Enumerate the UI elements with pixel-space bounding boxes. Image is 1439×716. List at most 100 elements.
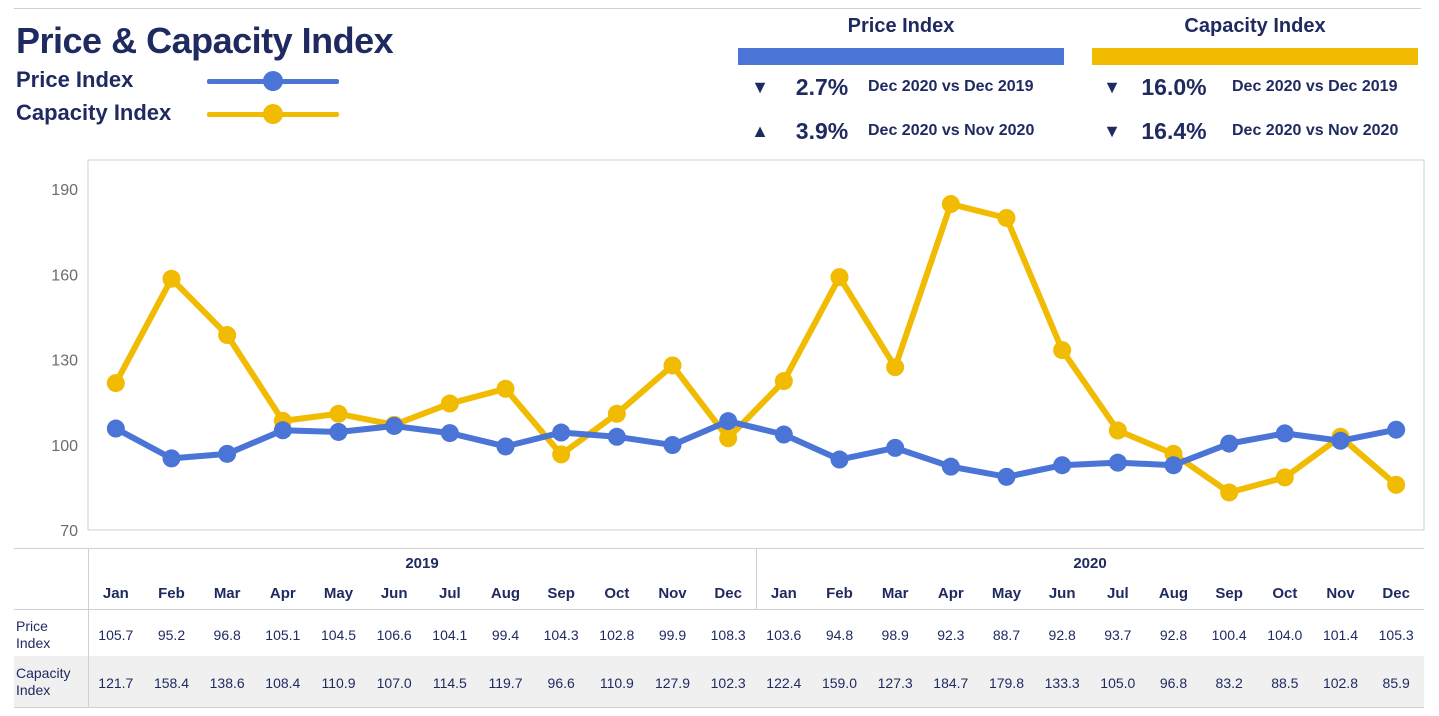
price-data-point — [1108, 453, 1127, 472]
month-header: Jun — [380, 585, 408, 602]
legend-capacity-label: Capacity Index — [16, 100, 172, 125]
month-header: Aug — [1158, 585, 1189, 602]
price-data-point — [552, 423, 571, 442]
capacity-yoy-pct: 16.0% — [1141, 73, 1207, 100]
price-data-point — [385, 416, 404, 435]
capacity-index-value: 179.8 — [988, 675, 1024, 691]
month-header: May — [323, 585, 354, 602]
legend-capacity-marker — [263, 104, 283, 124]
price-index-value: 92.3 — [937, 627, 965, 643]
price-index-value: 92.8 — [1159, 627, 1188, 643]
price-data-point — [1275, 424, 1294, 443]
capacity-index-value: 83.2 — [1215, 675, 1243, 691]
capacity-data-point — [1275, 468, 1294, 487]
price-data-point — [162, 449, 181, 468]
row-label: Index — [16, 635, 51, 651]
row-label: Index — [16, 682, 51, 698]
capacity-mom-label: Dec 2020 vs Nov 2020 — [1232, 122, 1399, 139]
price-data-point — [663, 436, 682, 455]
price-index-value: 100.4 — [1211, 627, 1247, 643]
capacity-index-value: 121.7 — [98, 675, 134, 691]
capacity-index-value: 88.5 — [1271, 675, 1299, 691]
month-header: Nov — [1326, 585, 1355, 602]
capacity-index-value: 158.4 — [153, 675, 189, 691]
legend-price-marker — [263, 71, 283, 91]
price-data-point — [329, 422, 348, 441]
capacity-data-point — [997, 208, 1016, 227]
month-header: Jul — [1106, 585, 1129, 602]
capacity-data-point — [440, 394, 459, 413]
capacity-data-point — [1387, 475, 1406, 494]
price-index-value: 88.7 — [992, 627, 1021, 643]
legend-price-label: Price Index — [16, 67, 134, 92]
capacity-index-value: 114.5 — [432, 675, 467, 691]
capacity-data-point — [886, 358, 905, 377]
table-row-capacity-bg — [14, 656, 1424, 707]
price-index-value: 96.8 — [213, 627, 241, 643]
capacity-index-value: 127.3 — [877, 675, 913, 691]
price-index-value: 95.2 — [157, 627, 186, 643]
page-title: Price & Capacity Index — [16, 20, 394, 61]
capacity-data-point — [106, 374, 125, 393]
capacity-index-value: 110.9 — [321, 675, 356, 691]
price-data-point — [719, 412, 738, 431]
capacity-index-value: 108.4 — [265, 675, 301, 691]
capacity-data-point — [830, 268, 849, 287]
y-tick-label: 130 — [51, 353, 78, 370]
price-data-point — [218, 444, 237, 463]
line-chart: 70 100 130 160 190 — [51, 159, 1425, 540]
price-data-point — [886, 438, 905, 457]
price-data-point — [1387, 420, 1406, 439]
capacity-data-point — [719, 429, 738, 448]
month-header: Dec — [714, 585, 742, 602]
price-data-point — [273, 421, 292, 440]
price-data-point — [607, 427, 626, 446]
month-header: Jun — [1048, 585, 1076, 602]
table-divider — [88, 549, 89, 707]
capacity-data-point — [218, 326, 237, 345]
capacity-index-line — [113, 201, 1399, 496]
price-summary-panel: Price Index ▼ 2.7% Dec 2020 vs Dec 2019 … — [738, 14, 1064, 144]
capacity-data-point — [941, 195, 960, 214]
row-label: Price — [16, 618, 48, 634]
capacity-summary-title: Capacity Index — [1184, 15, 1326, 37]
capacity-data-point — [496, 379, 515, 398]
capacity-index-value: 105.0 — [1100, 675, 1136, 691]
month-header: Sep — [547, 585, 575, 602]
month-header: Oct — [1272, 585, 1298, 602]
month-header: Nov — [658, 585, 687, 602]
price-index-value: 102.8 — [599, 627, 635, 643]
price-index-value: 105.7 — [98, 627, 134, 643]
data-table: 2019 2020 Jan 105.7 121.7 Feb 95.2 158.4 Mar 96.8… — [14, 548, 1424, 708]
month-header: Jan — [102, 585, 129, 602]
price-yoy-label: Dec 2020 vs Dec 2019 — [868, 78, 1034, 95]
capacity-data-point — [1220, 483, 1239, 502]
capacity-data-point — [329, 404, 348, 423]
capacity-index-value: 133.3 — [1044, 675, 1080, 691]
y-tick-label: 160 — [51, 267, 78, 284]
price-index-value: 105.1 — [265, 627, 301, 643]
capacity-data-point — [607, 404, 626, 423]
y-tick-label: 190 — [51, 182, 78, 199]
month-header: Feb — [826, 585, 853, 602]
price-data-point — [1331, 431, 1350, 450]
capacity-index-value: 184.7 — [933, 675, 969, 691]
month-header: Jul — [438, 585, 461, 602]
price-index-value: 104.0 — [1267, 627, 1303, 643]
triangle-down-icon: ▼ — [1103, 76, 1121, 97]
price-index-value: 101.4 — [1322, 627, 1358, 643]
price-index-line — [114, 418, 1397, 480]
month-header: Feb — [158, 585, 185, 602]
capacity-index-value: 138.6 — [209, 675, 245, 691]
capacity-index-value: 85.9 — [1382, 675, 1410, 691]
price-index-value: 99.4 — [491, 627, 520, 643]
price-index-value: 105.3 — [1378, 627, 1414, 643]
price-index-value: 104.3 — [543, 627, 579, 643]
top-divider — [14, 8, 1421, 9]
price-data-point — [106, 419, 125, 438]
price-index-value: 94.8 — [825, 627, 854, 643]
table-divider — [14, 609, 1424, 610]
month-header: Mar — [881, 585, 909, 602]
y-tick-label: 100 — [51, 438, 78, 455]
capacity-index-value: 96.6 — [547, 675, 575, 691]
